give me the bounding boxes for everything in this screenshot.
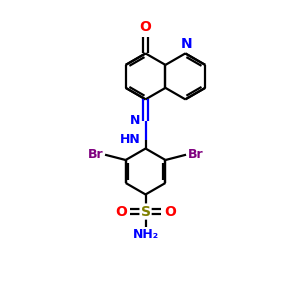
Text: N: N bbox=[130, 114, 140, 127]
Text: S: S bbox=[141, 205, 151, 218]
Text: O: O bbox=[164, 205, 176, 218]
Text: O: O bbox=[140, 20, 152, 34]
Text: HN: HN bbox=[119, 133, 140, 146]
Text: Br: Br bbox=[188, 148, 203, 161]
Text: Br: Br bbox=[88, 148, 103, 161]
Text: N: N bbox=[181, 37, 193, 51]
Text: O: O bbox=[116, 205, 127, 218]
Text: NH₂: NH₂ bbox=[133, 228, 159, 241]
